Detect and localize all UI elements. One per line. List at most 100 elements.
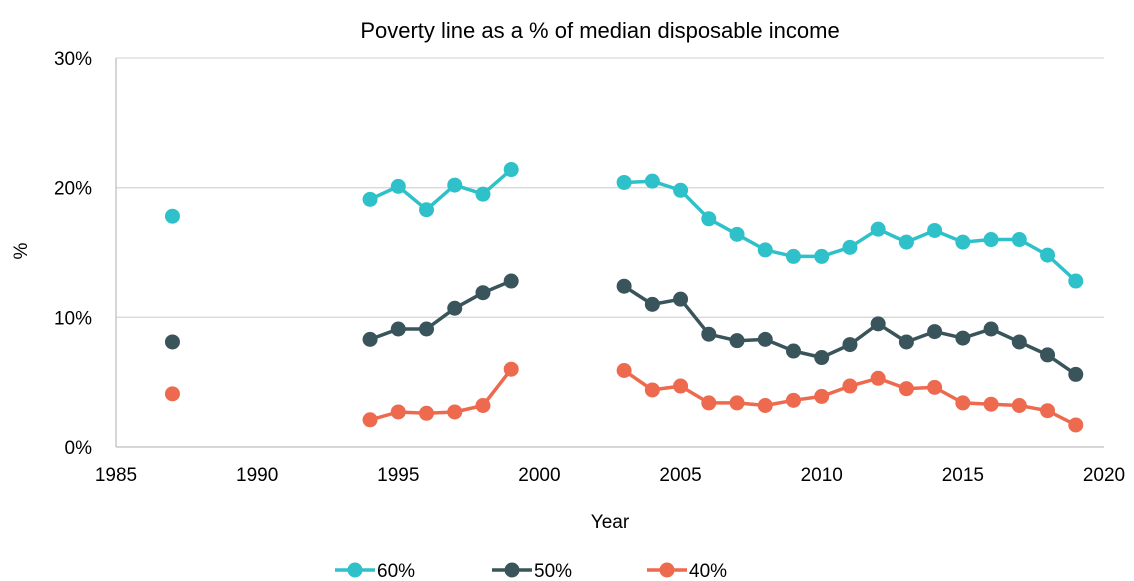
data-point xyxy=(362,412,378,428)
data-point xyxy=(447,404,463,420)
legend-item: 50% xyxy=(492,561,572,581)
series-line xyxy=(623,284,1077,376)
data-point xyxy=(927,222,943,238)
data-point xyxy=(757,242,773,258)
data-point xyxy=(785,392,801,408)
data-point xyxy=(1011,232,1027,248)
y-tick-label: 0% xyxy=(65,438,93,459)
data-point xyxy=(673,378,689,394)
y-tick-label: 30% xyxy=(54,49,92,70)
data-point xyxy=(616,174,632,190)
data-point xyxy=(842,239,858,255)
y-tick-label: 20% xyxy=(54,179,92,200)
legend: 60% 50% 40% xyxy=(335,561,727,581)
data-point xyxy=(390,404,406,420)
data-point xyxy=(729,226,745,242)
gridlines xyxy=(115,57,1104,448)
series-group xyxy=(164,162,1084,433)
legend-label: 40% xyxy=(689,561,727,581)
data-point xyxy=(644,173,660,189)
data-point xyxy=(1011,398,1027,414)
data-point xyxy=(362,331,378,347)
chart-title: Poverty line as a % of median disposable… xyxy=(360,18,839,43)
data-point xyxy=(842,337,858,353)
data-point xyxy=(842,378,858,394)
data-point xyxy=(503,162,519,178)
data-point xyxy=(475,398,491,414)
data-point xyxy=(447,300,463,316)
legend-label: 50% xyxy=(534,561,572,581)
x-tick-label: 2020 xyxy=(1083,465,1125,486)
data-point xyxy=(955,330,971,346)
legend-marker xyxy=(504,562,520,578)
data-point xyxy=(898,381,914,397)
data-point xyxy=(757,398,773,414)
data-point xyxy=(164,386,180,402)
x-tick-label: 1985 xyxy=(95,465,137,486)
legend-marker xyxy=(347,562,363,578)
data-point xyxy=(164,208,180,224)
x-axis-ticks: 1985 1990 1995 2000 2005 2010 2015 2020 xyxy=(95,465,1125,486)
data-point xyxy=(616,278,632,294)
x-tick-label: 2010 xyxy=(801,465,843,486)
data-point xyxy=(701,211,717,227)
data-point xyxy=(983,321,999,337)
data-point xyxy=(475,186,491,202)
data-point xyxy=(955,234,971,250)
data-point xyxy=(673,291,689,307)
data-point xyxy=(1068,366,1084,382)
legend-label: 60% xyxy=(377,561,415,581)
legend-item: 40% xyxy=(647,561,727,581)
data-point xyxy=(1068,417,1084,433)
data-point xyxy=(1040,347,1056,363)
data-point xyxy=(447,177,463,193)
x-tick-label: 2015 xyxy=(942,465,984,486)
data-point xyxy=(503,361,519,377)
data-point xyxy=(475,285,491,301)
data-point xyxy=(870,370,886,386)
x-tick-label: 1995 xyxy=(377,465,419,486)
data-point xyxy=(983,232,999,248)
data-point xyxy=(814,248,830,264)
data-point xyxy=(362,191,378,207)
data-point xyxy=(673,182,689,198)
x-tick-label: 2000 xyxy=(518,465,560,486)
series-line xyxy=(369,168,513,212)
data-point xyxy=(164,334,180,350)
data-point xyxy=(983,396,999,412)
series-line xyxy=(624,179,1077,283)
y-axis-ticks: 0% 10% 20% 30% xyxy=(54,49,92,459)
data-point xyxy=(898,334,914,350)
data-point xyxy=(390,178,406,194)
data-point xyxy=(1040,403,1056,419)
data-point xyxy=(927,324,943,340)
data-point xyxy=(1011,334,1027,350)
data-point xyxy=(898,234,914,250)
y-tick-label: 10% xyxy=(54,308,92,329)
data-point xyxy=(927,379,943,395)
y-axis-label: % xyxy=(11,242,32,259)
data-point xyxy=(814,388,830,404)
series-40% xyxy=(164,361,1084,433)
data-point xyxy=(1040,247,1056,263)
data-point xyxy=(390,321,406,337)
x-axis-label: Year xyxy=(591,512,630,533)
data-point xyxy=(785,248,801,264)
data-point xyxy=(419,202,435,218)
data-point xyxy=(955,395,971,411)
data-point xyxy=(1068,273,1084,289)
data-point xyxy=(729,333,745,349)
data-point xyxy=(701,326,717,342)
series-50% xyxy=(164,273,1084,382)
data-point xyxy=(503,273,519,289)
data-point xyxy=(814,350,830,366)
data-point xyxy=(644,296,660,312)
data-point xyxy=(870,221,886,237)
data-point xyxy=(644,382,660,398)
x-tick-label: 2005 xyxy=(659,465,701,486)
legend-marker xyxy=(659,562,675,578)
series-60% xyxy=(164,162,1084,289)
data-point xyxy=(616,362,632,378)
data-point xyxy=(729,395,745,411)
